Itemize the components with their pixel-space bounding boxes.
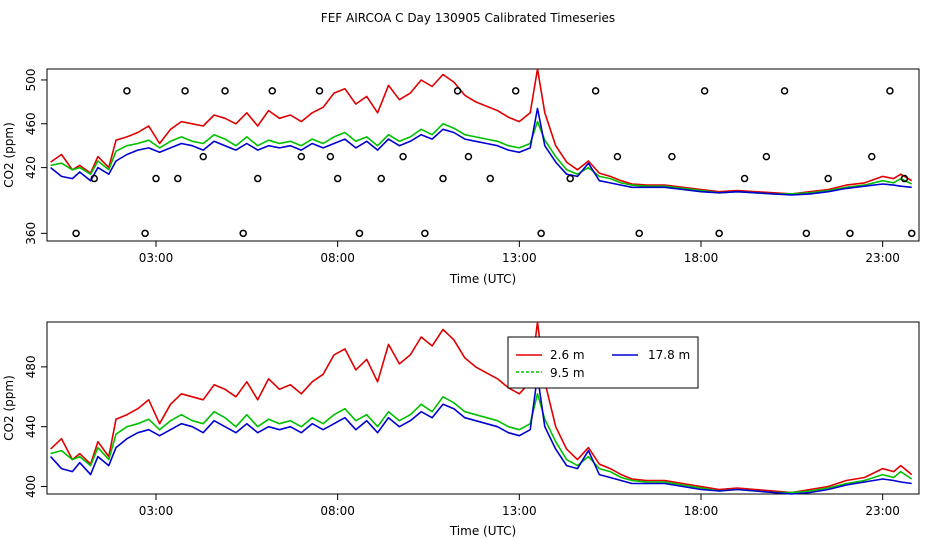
series-line-1 xyxy=(50,120,913,195)
data-point xyxy=(152,174,160,183)
data-point xyxy=(591,87,600,95)
x-tick-label: 08:00 xyxy=(320,504,355,518)
data-point xyxy=(297,152,306,161)
data-point xyxy=(399,152,407,161)
data-point xyxy=(635,229,643,238)
x-tick-label: 18:00 xyxy=(684,504,719,518)
bottom-y-axis-label: CO2 (ppm) xyxy=(2,375,16,441)
data-point xyxy=(355,229,364,238)
top-plot-frame xyxy=(46,68,920,242)
bottom-x-axis-label: Time (UTC) xyxy=(449,524,516,538)
data-point xyxy=(453,87,462,95)
data-point xyxy=(900,174,909,183)
data-point xyxy=(174,174,182,183)
x-tick-label: 03:00 xyxy=(139,504,174,518)
series-line-0 xyxy=(50,321,913,494)
data-point xyxy=(613,152,622,161)
data-point xyxy=(802,229,811,238)
bottom-panel: 400 440 480 03:00 08:00 13:00 18:00 23:00 Time… xyxy=(2,321,920,538)
data-point xyxy=(511,87,520,95)
data-point xyxy=(886,87,894,95)
data-point xyxy=(780,87,789,95)
top-y-axis: 360 420 460 500 xyxy=(24,69,47,245)
series-line-2 xyxy=(50,107,912,196)
y-tick-label: 420 xyxy=(24,156,38,179)
y-tick-label: 440 xyxy=(24,415,38,438)
top-plot-marks xyxy=(50,68,916,238)
bottom-plot-marks xyxy=(50,321,913,495)
data-point xyxy=(199,152,207,161)
y-tick-label: 360 xyxy=(24,222,38,245)
legend: 2.6 m 9.5 m 17.8 m xyxy=(507,336,699,389)
data-point xyxy=(439,174,447,183)
data-point xyxy=(421,229,429,238)
x-tick-label: 08:00 xyxy=(320,251,355,265)
top-x-axis: 03:00 08:00 13:00 18:00 23:00 xyxy=(139,241,900,265)
data-point xyxy=(762,152,771,161)
top-x-axis-label: Time (UTC) xyxy=(449,272,516,286)
x-tick-label: 23:00 xyxy=(865,251,900,265)
data-point xyxy=(72,229,80,238)
data-point xyxy=(123,87,131,95)
data-point xyxy=(141,229,149,238)
data-point xyxy=(486,174,495,183)
data-point xyxy=(740,174,749,183)
x-tick-label: 13:00 xyxy=(502,504,537,518)
y-tick-label: 400 xyxy=(24,475,38,498)
y-tick-label: 480 xyxy=(24,355,38,378)
top-y-axis-label: CO2 (ppm) xyxy=(2,122,16,188)
x-tick-label: 13:00 xyxy=(502,251,537,265)
data-point xyxy=(868,152,876,161)
data-point xyxy=(333,174,342,183)
legend-label-17-8m: 17.8 m xyxy=(648,348,690,362)
data-point xyxy=(537,229,545,238)
series-line-1 xyxy=(50,392,913,494)
data-point xyxy=(181,87,189,95)
legend-label-2-6m: 2.6 m xyxy=(550,348,585,362)
bottom-plot-frame xyxy=(46,321,920,495)
data-point xyxy=(239,229,247,238)
data-point xyxy=(90,174,98,183)
chart-title: FEF AIRCOA C Day 130905 Calibrated Times… xyxy=(321,11,615,25)
y-tick-label: 460 xyxy=(24,112,38,135)
data-point xyxy=(700,87,709,95)
top-panel: 360 420 460 500 03:00 08:00 13:00 18:00 23:00 T… xyxy=(2,68,920,286)
data-point xyxy=(268,87,277,95)
data-point xyxy=(464,152,473,161)
legend-box xyxy=(507,336,699,389)
x-tick-label: 23:00 xyxy=(865,504,900,518)
data-point xyxy=(668,152,676,161)
data-point xyxy=(253,174,262,183)
data-point xyxy=(907,229,916,238)
bottom-y-axis: 400 440 480 xyxy=(24,355,47,498)
data-point xyxy=(315,87,324,95)
data-point xyxy=(715,229,723,238)
legend-label-9-5m: 9.5 m xyxy=(550,366,585,380)
series-line-2 xyxy=(50,374,912,495)
data-point xyxy=(846,229,854,238)
data-point xyxy=(377,174,386,183)
series-line-0 xyxy=(50,68,913,195)
data-point xyxy=(221,87,229,95)
data-point xyxy=(566,174,574,183)
y-tick-label: 500 xyxy=(24,69,38,92)
x-tick-label: 18:00 xyxy=(684,251,719,265)
data-point xyxy=(326,152,335,161)
bottom-x-axis: 03:00 08:00 13:00 18:00 23:00 xyxy=(139,494,900,518)
data-point xyxy=(824,174,832,183)
x-tick-label: 03:00 xyxy=(139,251,174,265)
